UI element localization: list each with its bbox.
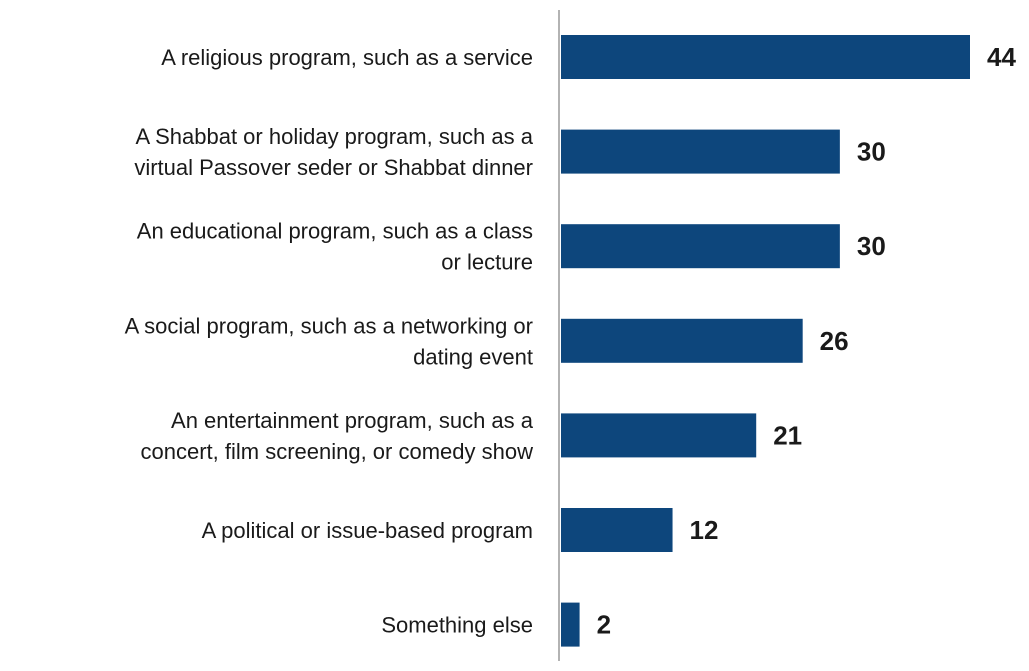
category-label-line: A religious program, such as a service <box>161 45 533 70</box>
category-label-line: An educational program, such as a class <box>137 219 533 244</box>
bar-1 <box>561 129 840 174</box>
category-label-2: An educational program, such as a class o… <box>137 219 533 275</box>
bar-6 <box>561 602 580 647</box>
category-label-line: A political or issue-based program <box>202 518 533 543</box>
bar-3 <box>561 318 803 363</box>
category-label-line: A Shabbat or holiday program, such as a <box>136 124 534 149</box>
bar-2 <box>561 224 840 269</box>
value-label-4: 21 <box>773 420 802 450</box>
category-label-line: dating event <box>413 344 533 369</box>
category-label-4: An entertainment program, such as a conce… <box>141 408 534 464</box>
category-label-5: A political or issue-based program <box>202 518 533 543</box>
bar-4 <box>561 413 757 458</box>
category-label-line: virtual Passover seder or Shabbat dinner <box>134 155 533 180</box>
category-label-line: An entertainment program, such as a <box>171 408 534 433</box>
bars-group <box>561 35 970 647</box>
value-label-2: 30 <box>857 231 886 261</box>
category-label-line: or lecture <box>441 250 533 275</box>
bar-5 <box>561 508 673 552</box>
value-label-3: 26 <box>820 326 849 356</box>
category-label-line: concert, film screening, or comedy show <box>141 439 534 464</box>
category-label-line: Something else <box>381 613 533 638</box>
category-label-0: A religious program, such as a service <box>161 45 533 70</box>
bar-0 <box>561 35 970 79</box>
category-label-line: A social program, such as a networking o… <box>125 313 533 338</box>
category-label-1: A Shabbat or holiday program, such as a v… <box>134 124 533 180</box>
value-label-1: 30 <box>857 137 886 167</box>
category-label-6: Something else <box>381 613 533 638</box>
value-labels-group: 44 30 30 26 21 12 2 <box>597 42 1017 640</box>
category-label-3: A social program, such as a networking o… <box>125 313 533 369</box>
value-label-5: 12 <box>690 515 719 545</box>
value-label-6: 2 <box>597 610 611 640</box>
value-label-0: 44 <box>987 42 1016 72</box>
category-labels-group: A religious program, such as a service A … <box>125 45 534 638</box>
